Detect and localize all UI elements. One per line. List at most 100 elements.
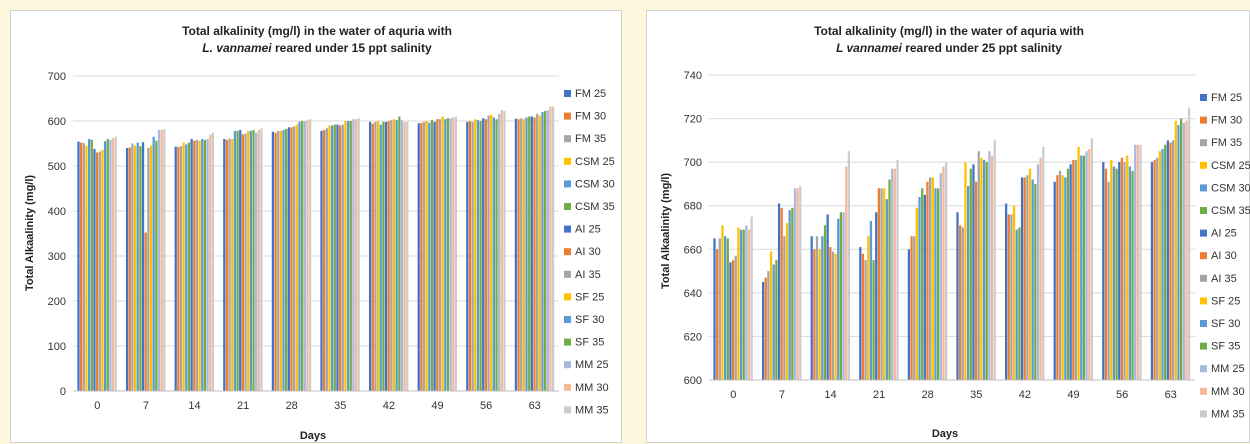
bar — [861, 253, 865, 380]
x-tick-label: 35 — [334, 400, 346, 412]
bar — [793, 188, 797, 380]
legend-entry: AI 25 — [575, 224, 601, 236]
legend-entry: CSM 35 — [1211, 205, 1250, 217]
bar — [88, 139, 91, 391]
legend-entry: SF 25 — [575, 291, 604, 303]
bar — [93, 148, 96, 391]
bar — [233, 130, 237, 391]
bar — [775, 260, 778, 380]
bar — [387, 121, 390, 391]
bar — [398, 116, 401, 391]
bar — [209, 134, 212, 391]
bar — [174, 146, 177, 391]
x-tick-label: 49 — [1067, 389, 1079, 401]
legend-swatch — [1200, 297, 1207, 305]
bar — [285, 129, 288, 391]
bar — [1085, 151, 1088, 380]
bar — [1026, 175, 1029, 380]
legend-swatch — [1200, 274, 1207, 282]
bar — [182, 142, 185, 391]
bar — [525, 117, 528, 392]
bar — [1080, 155, 1083, 380]
legend-entry: SF 25 — [1211, 295, 1240, 307]
bar — [85, 145, 88, 391]
chart-25ppt: Total alkalinity (mg/l) in the water of … — [660, 24, 1250, 440]
bar — [1158, 151, 1161, 380]
bar — [466, 121, 469, 392]
bar — [990, 155, 994, 380]
bar — [428, 122, 431, 392]
bar — [336, 124, 339, 391]
bar — [726, 238, 729, 380]
bar — [891, 168, 894, 380]
bar — [821, 236, 824, 380]
y-tick-label: 200 — [48, 296, 66, 308]
bar — [1187, 107, 1191, 381]
bar — [125, 148, 129, 391]
bar — [228, 138, 231, 391]
bar — [295, 124, 298, 391]
bar — [937, 188, 940, 380]
bar — [1156, 157, 1159, 380]
legend-swatch — [564, 225, 571, 233]
bar — [867, 236, 870, 380]
legend-swatch — [564, 157, 571, 165]
bar — [847, 151, 851, 380]
legend-swatch — [1200, 320, 1207, 327]
bar — [277, 130, 280, 391]
bar — [921, 188, 924, 380]
bar — [476, 120, 480, 391]
bar — [888, 179, 891, 380]
bar — [282, 130, 285, 391]
bar — [260, 128, 263, 391]
chart-panel-25ppt: Total alkalinity (mg/l) in the water of … — [646, 10, 1250, 443]
bar — [403, 121, 406, 392]
chart-title-line2: L vannamei reared under 25 ppt salinity — [836, 41, 1062, 55]
bar — [101, 149, 104, 391]
legend-entry: SF 30 — [575, 314, 604, 326]
bar — [1131, 170, 1134, 380]
bar — [128, 147, 131, 391]
bar — [382, 121, 385, 392]
bar — [713, 238, 716, 380]
bar — [90, 139, 93, 391]
bar — [495, 119, 498, 391]
legend-swatch — [564, 383, 571, 391]
bar — [528, 116, 531, 391]
bar — [492, 117, 495, 392]
bar — [198, 140, 201, 391]
bar — [328, 125, 331, 391]
x-tick-label: 35 — [970, 389, 982, 401]
bar — [877, 188, 881, 380]
bar — [1136, 144, 1139, 380]
legend-entry: MM 25 — [575, 359, 609, 371]
bar — [400, 120, 404, 391]
bar — [1112, 166, 1116, 380]
bar — [551, 106, 555, 391]
bar — [546, 110, 549, 391]
bar — [967, 186, 970, 380]
bar — [959, 225, 962, 380]
bar — [1020, 177, 1024, 380]
bar — [333, 124, 336, 391]
bar — [956, 212, 959, 380]
bar — [320, 130, 323, 391]
bar — [201, 139, 204, 391]
bar — [982, 159, 986, 380]
bar — [799, 186, 802, 380]
bar — [111, 138, 115, 391]
bar — [1056, 175, 1059, 380]
legend-swatch — [1200, 410, 1207, 418]
y-tick-label: 700 — [48, 71, 66, 83]
bar — [103, 141, 107, 391]
bar — [290, 127, 293, 392]
x-tick-label: 14 — [824, 389, 836, 401]
bar — [972, 164, 975, 380]
legend-entry: MM 30 — [575, 382, 609, 394]
bar — [179, 146, 183, 391]
chart-15ppt: Total alkalinity (mg/l) in the water of … — [24, 24, 615, 442]
bar — [482, 118, 485, 392]
bar — [357, 118, 360, 392]
bar — [907, 249, 911, 380]
chart-title-salinity: reared under 15 ppt salinity — [272, 41, 432, 55]
